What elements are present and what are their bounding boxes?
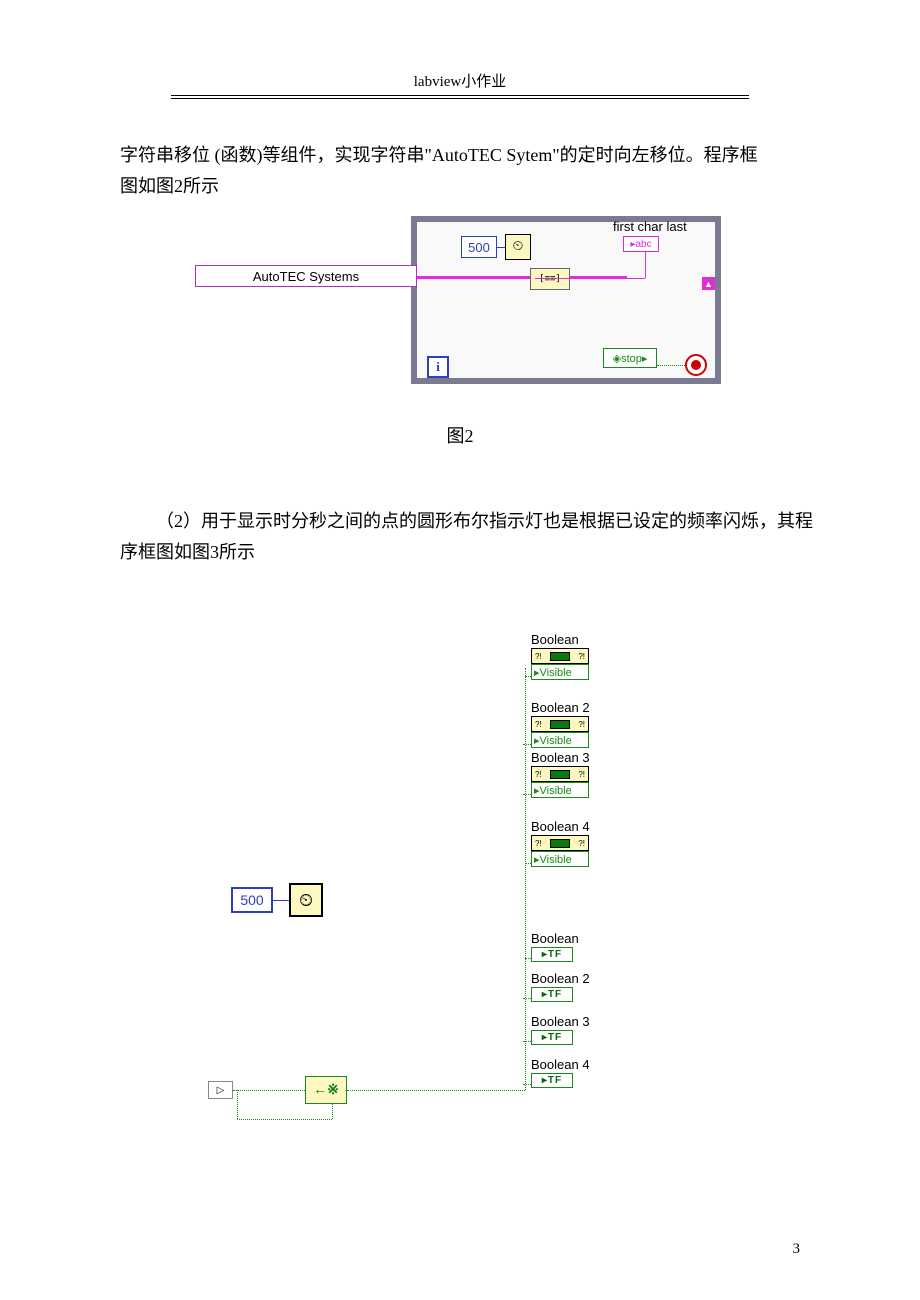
while-loop-border: ▲ <box>411 216 721 384</box>
bool-wire <box>525 863 531 864</box>
stop-terminal: ◈stop▸ <box>603 348 657 368</box>
page-number: 3 <box>793 1241 801 1258</box>
bool-wire <box>233 1090 305 1091</box>
bool-wire <box>237 1119 332 1120</box>
boolean-4-terminal: Boolean 4 ▸TF <box>531 1057 599 1088</box>
shift-register-icon: ▲ <box>702 277 715 290</box>
feedback-node-icon: ←※ <box>305 1076 347 1104</box>
int-wire-fig3 <box>273 900 289 901</box>
tf-terminal-icon: ▸TF <box>531 1073 573 1088</box>
boolean-terminal-icon: ?!?! <box>531 648 589 664</box>
loop-iteration-icon: i <box>427 356 449 378</box>
string-indicator-icon: ▸abc <box>623 236 659 252</box>
page-header: labview小作业 <box>0 70 920 99</box>
tf-terminal-icon: ▸TF <box>531 987 573 1002</box>
bool-wire <box>523 744 531 745</box>
indicator-label: first char last <box>613 219 687 234</box>
bool-wire <box>525 958 531 959</box>
bool-wire <box>523 998 531 999</box>
boolean-1-terminal: Boolean ▸TF <box>531 931 599 962</box>
boolean-terminal-icon: ?!?! <box>531 835 589 851</box>
header-line-2 <box>171 98 749 99</box>
bool-wire <box>523 1041 531 1042</box>
figure-2-caption: 图2 <box>0 421 920 452</box>
delay-constant: 500 <box>461 236 497 258</box>
string-wire-2 <box>535 278 645 279</box>
header-line-1 <box>171 95 749 96</box>
boolean-wire <box>657 365 685 366</box>
boolean-2-terminal: Boolean 2 ▸TF <box>531 971 599 1002</box>
boolean-4-property-node: Boolean 4 ?!?! ▸Visible <box>531 819 599 867</box>
rotate-string-icon: [≡≡] <box>530 268 570 290</box>
page-header-title: labview小作业 <box>414 74 506 90</box>
bool-wire <box>523 1084 531 1085</box>
bool-wire <box>332 1104 333 1119</box>
visible-property: ▸Visible <box>531 851 589 867</box>
paragraph-1: 字符串移位 (函数)等组件，实现字符串"AutoTEC Sytem"的定时向左移… <box>120 140 760 201</box>
boolean-1-property-node: Boolean ?!?! ▸Visible <box>531 632 599 680</box>
boolean-terminal-icon: ?!?! <box>531 766 589 782</box>
tf-terminal-icon: ▸TF <box>531 947 573 962</box>
boolean-3-terminal: Boolean 3 ▸TF <box>531 1014 599 1045</box>
paragraph-2: （2）用于显示时分秒之间的点的圆形布尔指示灯也是根据已设定的频率闪烁，其程序框图… <box>120 506 820 567</box>
delay-constant-fig3: 500 <box>231 887 273 913</box>
bool-wire <box>347 1090 525 1091</box>
visible-property: ▸Visible <box>531 782 589 798</box>
boolean-2-property-node: Boolean 2 ?!?! ▸Visible <box>531 700 599 748</box>
string-constant: AutoTEC Systems <box>195 265 417 287</box>
not-gate-icon: ▷ <box>208 1081 233 1099</box>
bool-wire <box>525 676 531 677</box>
loop-condition-icon <box>685 354 707 376</box>
bool-wire <box>525 668 526 1090</box>
int-wire <box>497 247 505 248</box>
wait-timer-icon: ⏲ <box>505 234 531 260</box>
visible-property: ▸Visible <box>531 664 589 680</box>
bool-wire <box>523 794 531 795</box>
boolean-terminal-icon: ?!?! <box>531 716 589 732</box>
tf-terminal-icon: ▸TF <box>531 1030 573 1045</box>
figure-3-diagram: 500 ⏲ ▷ ←※ Boolean ?!?! ▸Visible Boolean… <box>207 632 655 1162</box>
bool-wire <box>237 1090 238 1119</box>
boolean-3-property-node: Boolean 3 ?!?! ▸Visible <box>531 750 599 798</box>
wait-timer-icon-fig3: ⏲ <box>289 883 323 917</box>
visible-property: ▸Visible <box>531 732 589 748</box>
figure-2-diagram: ▲ AutoTEC Systems 500 ⏲ [≡≡] first char … <box>195 216 725 391</box>
